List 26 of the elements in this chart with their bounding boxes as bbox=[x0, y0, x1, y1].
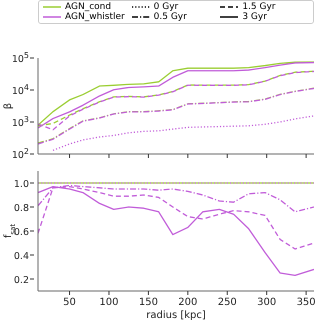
y-tick-label: 10$^{5}$ bbox=[12, 50, 29, 65]
legend-label: 3 Gyr bbox=[242, 12, 267, 22]
x-tick-label: 100 bbox=[99, 297, 119, 308]
x-tick-label: 250 bbox=[218, 297, 237, 308]
x-tick-label: 50 bbox=[63, 297, 76, 308]
legend-label: AGN_cond bbox=[65, 2, 112, 12]
x-axis-title: radius [kpc] bbox=[146, 310, 206, 320]
x-tick-label: 200 bbox=[178, 297, 198, 308]
y-tick-label: 0.8 bbox=[14, 203, 29, 214]
line-series bbox=[38, 186, 314, 276]
y-tick-label: 0.2 bbox=[14, 275, 29, 286]
y-tick-label: 10$^{2}$ bbox=[12, 146, 29, 161]
y-tick-label: 10$^{4}$ bbox=[12, 82, 29, 97]
legend-label: AGN_whistler bbox=[65, 12, 125, 22]
x-tick-label: 300 bbox=[257, 297, 276, 308]
legend-label: 0 Gyr bbox=[154, 2, 178, 12]
x-tick-label: 150 bbox=[138, 297, 158, 308]
x-tick-label: 350 bbox=[296, 297, 316, 308]
legend-label: 0.5 Gyr bbox=[154, 12, 187, 22]
y-axis-title: β bbox=[3, 102, 14, 110]
y-tick-label: 1.0 bbox=[14, 179, 29, 190]
line-series bbox=[52, 115, 314, 152]
y-tick-label: 0.4 bbox=[14, 251, 29, 262]
y-tick-label: 0.6 bbox=[14, 227, 29, 238]
legend-label: 1.5 Gyr bbox=[242, 2, 276, 12]
y-tick-label: 10$^{3}$ bbox=[12, 114, 29, 129]
